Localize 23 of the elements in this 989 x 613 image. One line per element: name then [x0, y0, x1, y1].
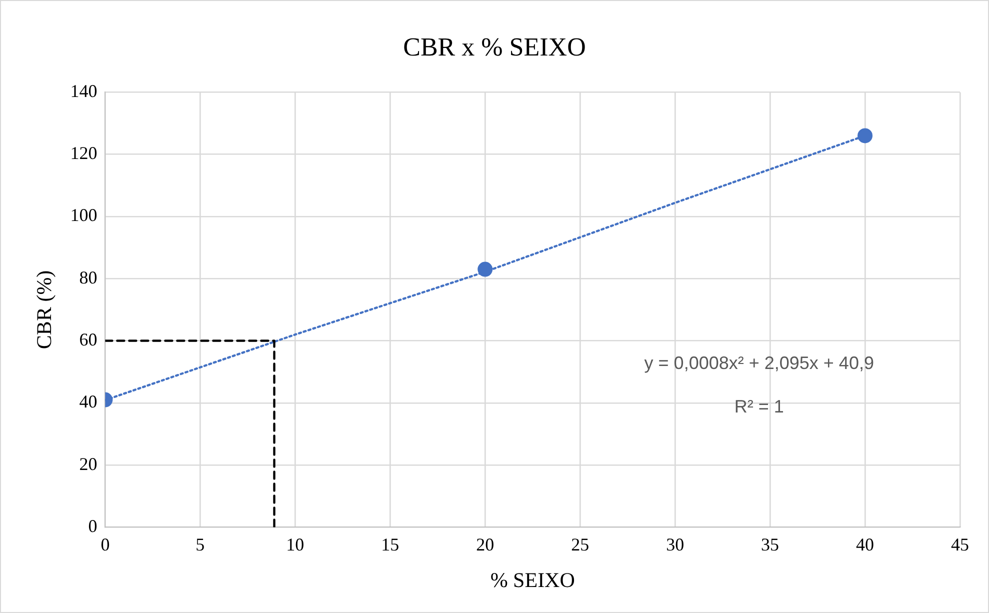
x-tick-label: 30	[666, 534, 684, 555]
y-tick-label: 20	[79, 454, 98, 474]
y-tick-label: 60	[79, 330, 98, 350]
x-tick-label: 40	[856, 534, 874, 555]
y-tick-label: 120	[70, 143, 98, 164]
y-tick-label: 40	[79, 392, 98, 412]
x-tick-label: 20	[476, 534, 494, 555]
x-tick-label: 5	[196, 534, 205, 555]
y-axis-title: CBR (%)	[32, 270, 56, 350]
x-tick-label: 15	[381, 534, 400, 555]
annotation: y = 0,0008x² + 2,095x + 40,9	[644, 353, 874, 374]
x-tick-label: 10	[286, 534, 304, 555]
x-tick-label: 45	[951, 534, 969, 555]
annotation: R² = 1	[734, 396, 784, 417]
x-tick-label: 0	[100, 534, 110, 555]
chart-title: CBR x % SEIXO	[403, 32, 586, 62]
x-tick-label: 25	[571, 534, 590, 555]
y-tick-label: 0	[88, 516, 98, 536]
x-tick-label: 35	[761, 534, 780, 555]
x-axis-title: % SEIXO	[490, 568, 575, 592]
y-tick-label: 80	[79, 267, 98, 288]
y-tick-label: 140	[70, 80, 98, 101]
y-tick-label: 100	[70, 205, 98, 226]
